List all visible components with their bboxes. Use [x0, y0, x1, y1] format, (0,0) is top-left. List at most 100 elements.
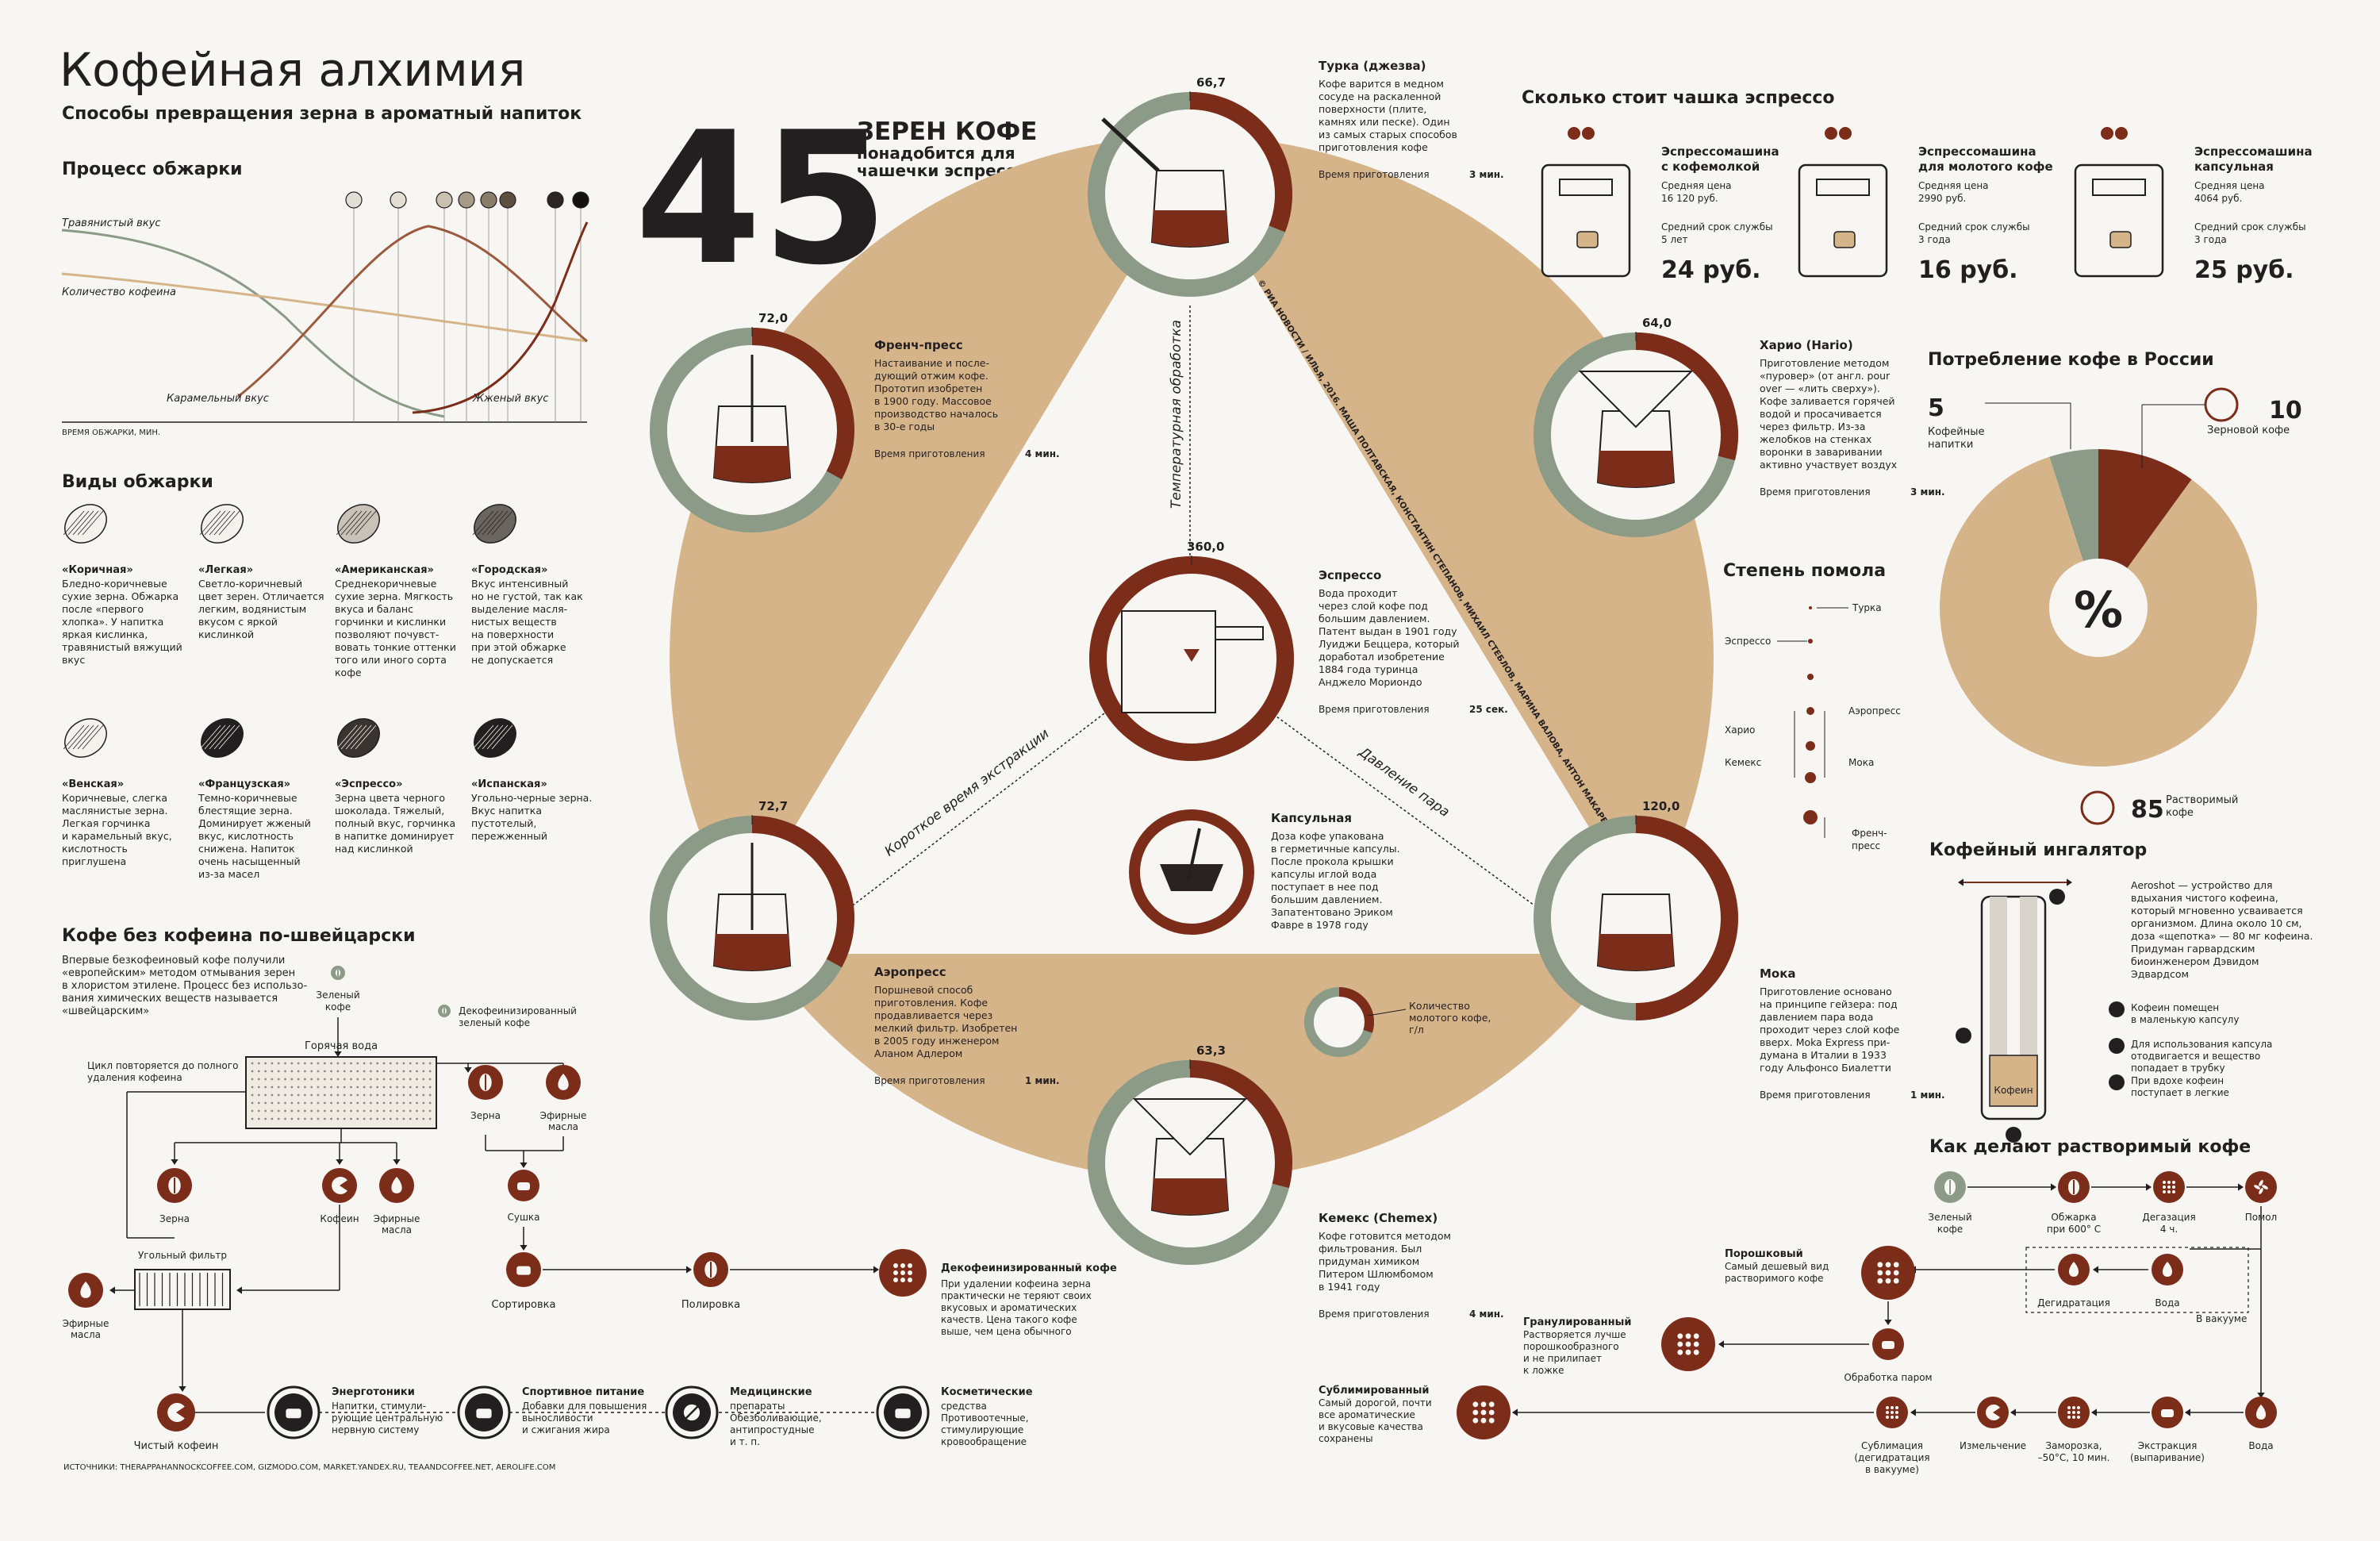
tank-dot [370, 1070, 372, 1073]
bean-dot [2115, 127, 2128, 140]
inhaler-step: Для использования капсула [2131, 1039, 2272, 1050]
tank-dot [257, 1062, 260, 1065]
fan-blade [2259, 1188, 2263, 1194]
tank-dot [277, 1078, 280, 1081]
tank-dot [271, 1078, 274, 1081]
use-icon-inner [465, 1393, 503, 1431]
tank-dot [356, 1093, 359, 1097]
roast-type-name: «Венская» [62, 778, 124, 790]
life-label: Средний срок службы [1661, 221, 1773, 232]
tank-dot [343, 1117, 346, 1120]
method-desc: производство началось [874, 408, 998, 420]
step-marker [2109, 1074, 2125, 1090]
tank-dot [336, 1070, 340, 1073]
page-subtitle: Способы превращения зерна в ароматный на… [62, 104, 582, 124]
roast-type-7: «Испанская» Угольно-черные зерна.Вкус нап… [471, 718, 592, 842]
grain [908, 1263, 912, 1268]
oils-out-label: масла [382, 1224, 412, 1235]
tank-dot [323, 1078, 326, 1081]
bean-cup-icon [2204, 387, 2239, 422]
tank-dot [416, 1093, 418, 1097]
tank-dot [370, 1117, 372, 1120]
grind-label: Турка [1852, 602, 1882, 613]
tank-dot [363, 1093, 366, 1097]
machine-cup [1576, 231, 1599, 248]
tank-dot [271, 1093, 274, 1097]
oils-filter-label: Эфирные [63, 1318, 109, 1329]
roast-type-desc: Среднекоричневые [335, 578, 437, 590]
tank-dot [370, 1101, 372, 1105]
tank-dot [343, 1101, 346, 1105]
tank-dot [396, 1117, 398, 1120]
roast-type-desc: Вкус напитка [471, 805, 542, 817]
instant-title: Как делают растворимый кофе [1929, 1137, 2251, 1157]
bean-dot [1839, 127, 1852, 140]
tank-dot [402, 1086, 405, 1089]
instant-step-label: Дегидратация [2037, 1297, 2110, 1309]
machine-name: с кофемолкой [1661, 159, 1760, 174]
cup-icon [2161, 1409, 2174, 1417]
tank-dot [363, 1070, 366, 1073]
method-time: 3 мин. [1910, 486, 1945, 498]
tank-dot [277, 1109, 280, 1113]
consumption-pie: Потребление кофе в России% 5 Кофейныенапит… [1928, 350, 2302, 825]
instant-step-label: Заморозка, [2045, 1440, 2102, 1451]
bean-stripe [345, 510, 367, 536]
arrow-head [2067, 878, 2072, 886]
bean-dot [1825, 127, 1837, 140]
bean-icon [474, 718, 516, 758]
method-name: Кемекс (Chemex) [1319, 1211, 1438, 1225]
use-desc: выносливости [522, 1412, 593, 1424]
tank-dot [290, 1070, 294, 1073]
tank-dot [356, 1070, 359, 1073]
dehydration-icon [2058, 1254, 2090, 1285]
bean-stripe [199, 724, 221, 750]
decaf-green-label: зеленый кофе [459, 1017, 530, 1028]
cup-icon [286, 1408, 301, 1419]
method-desc: Поршневой способ [874, 984, 973, 996]
method-desc: в 2005 году инженером [874, 1035, 999, 1047]
arrow-head [1884, 1320, 1892, 1325]
method-desc: Приготовление основано [1760, 986, 1892, 997]
arrow-head [109, 1286, 115, 1294]
arrow-head [236, 1286, 242, 1294]
arrow-head [2146, 1183, 2152, 1191]
method-value: 72,7 [758, 799, 788, 813]
method-desc: сосуде на раскаленной [1319, 90, 1441, 102]
roast-type-desc: в напитке доминирует [335, 830, 454, 842]
sources: ИСТОЧНИКИ: THERAPPAHANNOCKCOFFEE.COM, GI… [63, 1463, 555, 1472]
tank-dot [330, 1062, 332, 1065]
tank-dot [330, 1117, 332, 1120]
method-desc: придуман химиком [1319, 1255, 1419, 1267]
brewer-coffee-fill [714, 446, 790, 482]
grain [1891, 1411, 1894, 1414]
roast-type-desc: Светло-коричневый [198, 578, 302, 590]
legend-label: молотого кофе, [1409, 1012, 1491, 1024]
tank-dot [251, 1093, 254, 1097]
tank-dot [396, 1086, 398, 1089]
grind-label: пресс [1852, 840, 1880, 851]
tank-dot [422, 1078, 425, 1081]
tank-dot [350, 1093, 352, 1097]
bean-stripe [340, 510, 363, 536]
product-desc: растворимого кофе [1725, 1273, 1823, 1284]
tank-dot [264, 1086, 267, 1089]
roast-type-desc: того или иного сорта [335, 654, 447, 666]
cup-icon [516, 1266, 531, 1275]
tank-dot [396, 1062, 398, 1065]
green-label: кофе [325, 1001, 351, 1013]
tank-dot [356, 1078, 359, 1081]
tank-dot [251, 1101, 254, 1105]
method-desc: думана в Италии в 1933 [1760, 1049, 1887, 1061]
tank-dot [402, 1078, 405, 1081]
tank-dot [428, 1109, 432, 1113]
arrow-head [2051, 1183, 2056, 1191]
tank-dot [422, 1117, 425, 1120]
tank-dot [271, 1070, 274, 1073]
product-desc: все ароматические [1319, 1409, 1415, 1420]
method-desc: проходит через слой кофе [1760, 1024, 1900, 1036]
grind-label: Харио [1725, 724, 1755, 736]
grain [1877, 1262, 1883, 1268]
tank-dot [310, 1086, 313, 1089]
tank-dot [396, 1070, 398, 1073]
